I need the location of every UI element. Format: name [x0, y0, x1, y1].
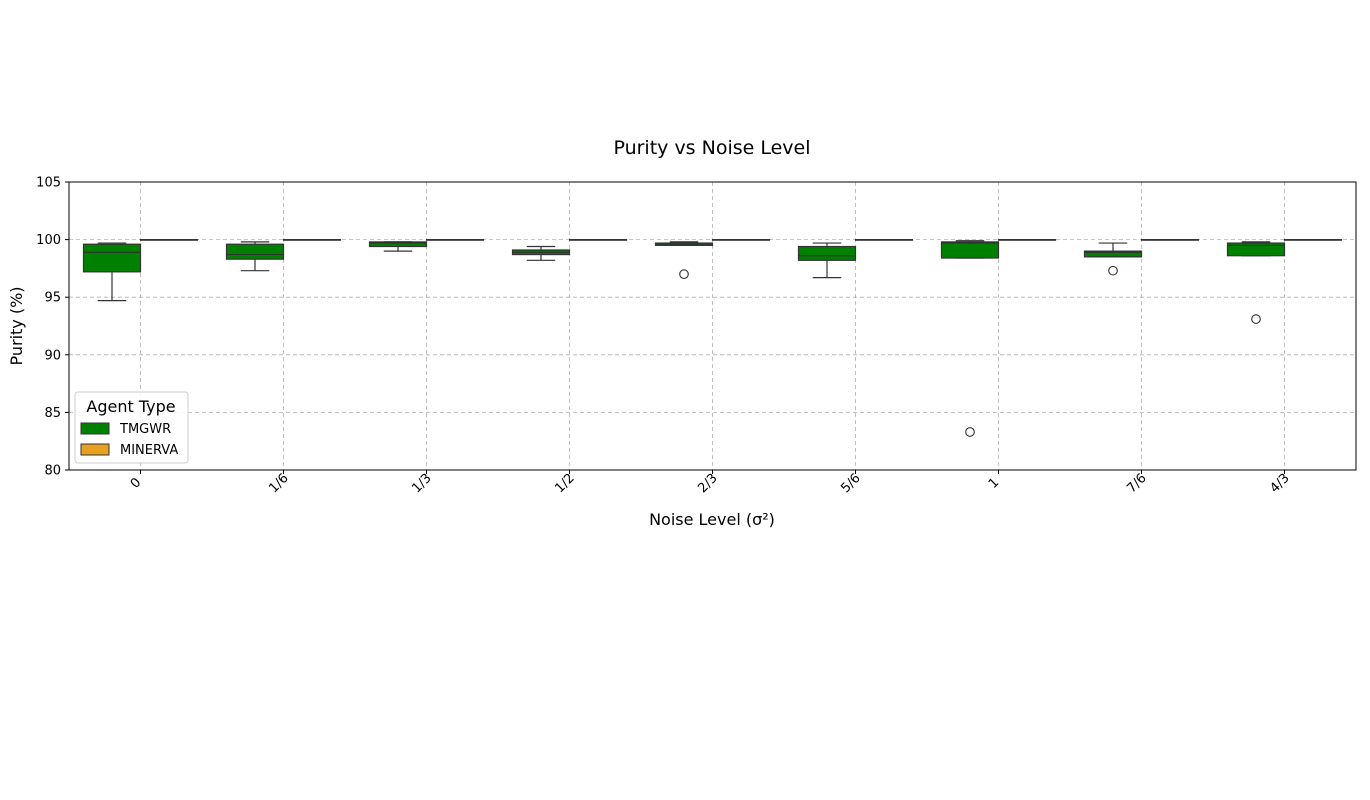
box-minerva-4	[711, 239, 771, 241]
box-minerva-1	[282, 239, 342, 241]
x-tick-label: 0	[128, 475, 144, 491]
chart-title: Purity vs Noise Level	[613, 137, 810, 159]
box-body	[940, 241, 1000, 259]
box-tmgwr-5	[797, 242, 857, 279]
outlier-point	[1108, 265, 1118, 276]
x-tick-label: 1/2	[552, 471, 577, 496]
legend-swatch-minerva	[80, 443, 110, 456]
outlier-point	[965, 427, 975, 437]
x-tick-label: 1/3	[409, 471, 434, 496]
box-minerva-5	[854, 239, 914, 241]
y-tick-label: 90	[44, 348, 61, 363]
legend: Agent Type TMGWR MINERVA	[74, 391, 189, 464]
y-tick-label: 80	[44, 464, 61, 479]
box-body	[1083, 250, 1143, 258]
box-minerva-0	[139, 239, 199, 241]
box-minerva-7	[1140, 239, 1200, 241]
x-tick-label: 1	[986, 475, 1002, 491]
box-body	[82, 243, 142, 273]
legend-label-tmgwr: TMGWR	[119, 422, 171, 437]
x-axis-label: Noise Level (σ²)	[649, 510, 775, 529]
box-body	[368, 241, 428, 248]
box-body	[225, 243, 285, 260]
x-axis-ticks: 0 1/6 1/3 1/2 2/3 5/6 1 7/6 4/3	[128, 470, 1293, 496]
box-tmgwr-4	[654, 241, 714, 280]
y-axis-ticks: 80 85 90 95 100 105	[36, 176, 69, 479]
box-tmgwr-2	[368, 241, 428, 252]
box-minerva-6	[997, 239, 1057, 241]
box-tmgwr-7	[1083, 242, 1143, 276]
box-minerva-8	[1283, 239, 1343, 241]
box-tmgwr-3	[511, 245, 571, 261]
legend-swatch-tmgwr	[80, 422, 110, 435]
box-minerva-2	[425, 239, 485, 241]
box-body	[1226, 242, 1286, 257]
y-tick-label: 105	[36, 176, 61, 191]
y-axis-label: Purity (%)	[7, 286, 26, 365]
y-tick-label: 100	[36, 233, 61, 248]
x-tick-label: 7/6	[1124, 471, 1149, 496]
outlier-point	[679, 269, 689, 280]
y-tick-label: 85	[44, 406, 61, 421]
x-tick-label: 4/3	[1267, 471, 1292, 496]
box-plot-marks	[82, 239, 1343, 437]
legend-label-minerva: MINERVA	[120, 443, 178, 458]
box-tmgwr-1	[225, 241, 285, 272]
box-tmgwr-6	[940, 240, 1000, 437]
x-tick-label: 1/6	[266, 471, 291, 496]
box-tmgwr-0	[82, 242, 142, 302]
x-tick-label: 5/6	[838, 471, 863, 496]
grid-lines	[69, 181, 1356, 471]
outlier-point	[1251, 314, 1261, 324]
box-minerva-3	[568, 239, 628, 241]
box-tmgwr-8	[1226, 241, 1286, 324]
box-body	[797, 245, 857, 261]
x-tick-label: 2/3	[695, 471, 720, 496]
legend-title: Agent Type	[86, 397, 175, 416]
y-tick-label: 95	[44, 291, 61, 306]
